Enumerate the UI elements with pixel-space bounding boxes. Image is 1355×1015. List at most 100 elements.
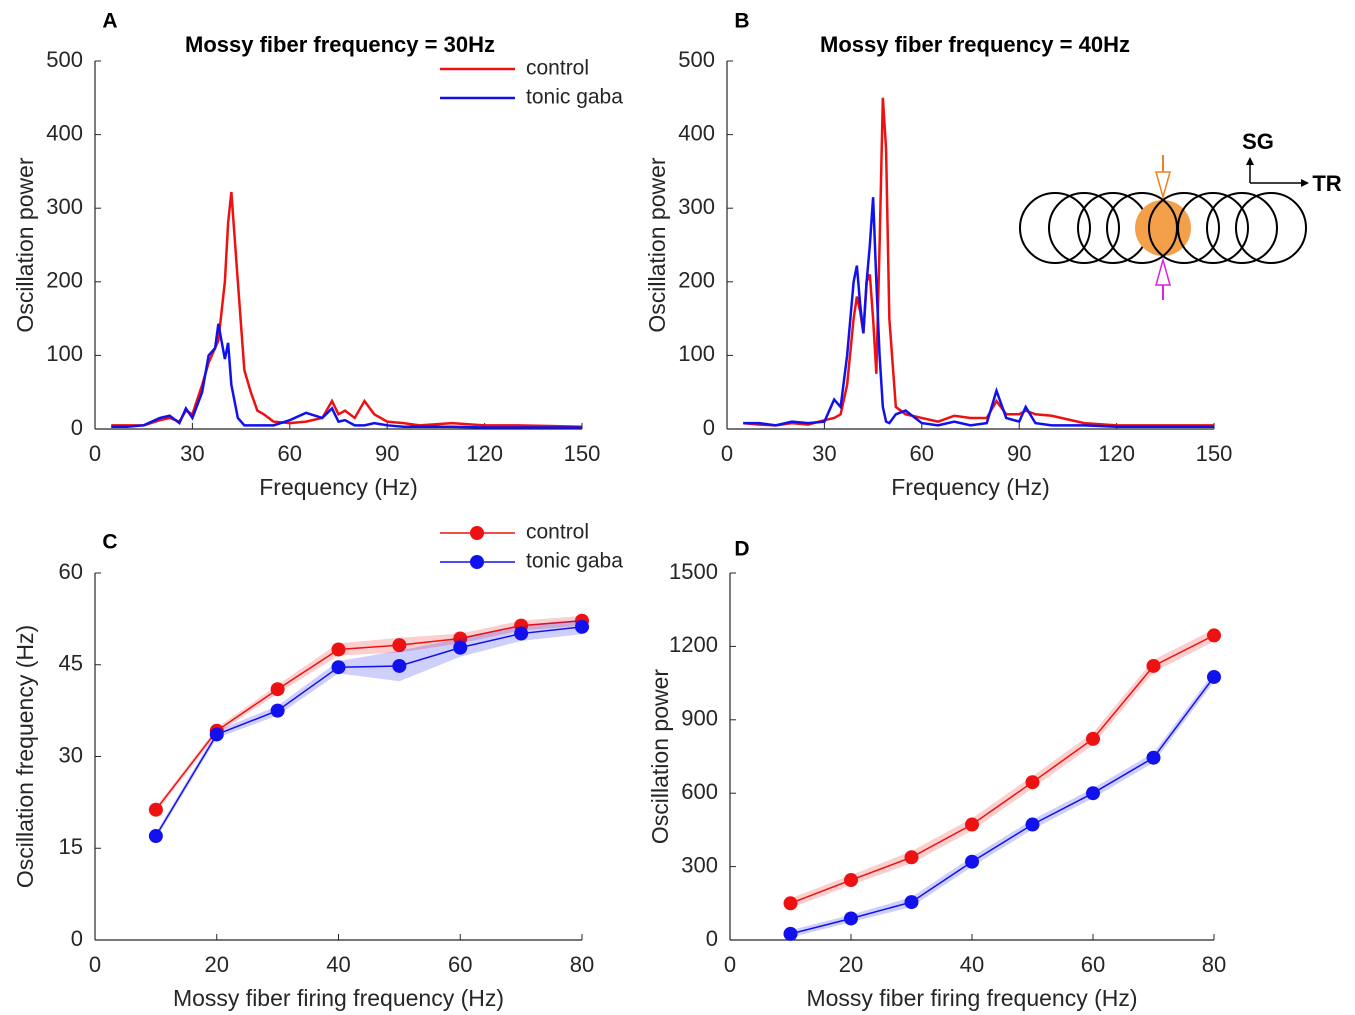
error-band [399,633,461,653]
data-point [575,619,589,634]
data-point [270,682,285,697]
x-tick-label: 120 [466,441,503,466]
y-tick-label: 400 [678,120,715,145]
y-axis-label: Oscillation frequency (Hz) [12,625,38,888]
y-tick-label: 60 [59,559,83,584]
y-tick-label: 100 [46,341,83,366]
data-point [1086,731,1100,746]
x-tick-label: 60 [278,441,302,466]
x-tick-label: 150 [564,441,601,466]
x-tick-label: 0 [721,441,733,466]
x-tick-label: 40 [326,952,350,977]
legend-label: control [526,521,589,544]
y-tick-label: 45 [59,651,83,676]
chart-title: Mossy fiber frequency = 30Hz [185,32,495,57]
y-tick-label: 500 [678,47,715,72]
y-tick-label: 500 [46,47,83,72]
data-point [331,660,346,675]
x-tick-label: 90 [375,441,399,466]
axis-annotation: SG [1242,129,1274,154]
y-axis-label: Oscillation power [644,157,670,332]
data-point [783,896,798,911]
x-tick-label: 40 [960,952,984,977]
data-point [148,829,163,844]
panel-label: D [734,538,749,561]
y-axis-label: Oscillation power [647,669,673,844]
series-line [743,97,1214,427]
data-point [331,642,346,657]
x-axis-label: Mossy fiber firing frequency (Hz) [173,985,504,1011]
y-tick-label: 400 [46,120,83,145]
series-line [790,676,1215,935]
data-point [1146,750,1161,765]
series-line [111,323,582,429]
x-tick-label: 20 [839,952,863,977]
y-tick-label: 300 [681,852,718,877]
y-tick-label: 300 [46,194,83,219]
x-tick-label: 30 [180,441,204,466]
y-tick-label: 900 [681,706,718,731]
series-line [790,634,1215,905]
data-point [904,850,919,865]
error-band [277,643,339,694]
data-point [844,873,858,888]
data-point [1207,669,1221,684]
data-point [453,640,468,655]
y-tick-label: 0 [703,415,715,440]
x-tick-label: 60 [910,441,934,466]
y-axis-label: Oscillation power [12,157,38,332]
x-tick-label: 0 [89,441,101,466]
x-tick-label: 150 [1196,441,1233,466]
panel-label: B [734,10,749,33]
data-point [209,727,224,742]
x-tick-label: 80 [1202,952,1226,977]
data-point [148,802,163,817]
y-tick-label: 1200 [669,632,718,657]
y-tick-label: 200 [46,268,83,293]
x-tick-label: 90 [1007,441,1031,466]
data-point [965,854,979,869]
y-tick-label: 1500 [669,559,718,584]
series-line [155,619,583,811]
x-tick-label: 80 [570,952,594,977]
data-point [1146,658,1161,673]
data-point [1025,775,1040,790]
y-tick-label: 0 [706,926,718,951]
data-point [844,911,858,926]
data-point [783,926,798,941]
x-axis-label: Frequency (Hz) [891,474,1049,500]
x-axis-label: Mossy fiber firing frequency (Hz) [806,985,1137,1011]
x-tick-label: 0 [724,952,736,977]
data-point [514,626,529,641]
x-tick-label: 60 [448,952,472,977]
error-band [460,626,522,657]
legend-label: tonic gaba [526,86,623,109]
y-tick-label: 15 [59,834,83,859]
y-tick-label: 600 [681,779,718,804]
panel-label: C [102,531,117,554]
x-tick-label: 60 [1081,952,1105,977]
legend-marker [470,526,484,540]
legend-label: tonic gaba [526,550,623,573]
inset-diagram [1019,155,1309,300]
data-point [392,658,407,673]
series-line [155,626,583,837]
error-band [399,638,461,682]
y-tick-label: 300 [678,194,715,219]
y-tick-label: 100 [678,341,715,366]
x-axis-label: Frequency (Hz) [259,474,417,500]
series-line [111,191,583,429]
data-point [1207,628,1221,643]
axis-annotation: TR [1312,171,1341,196]
data-point [1086,786,1100,801]
data-point [1025,817,1040,832]
x-tick-label: 0 [89,952,101,977]
chart-title: Mossy fiber frequency = 40Hz [820,32,1130,57]
data-point [965,817,979,832]
y-tick-label: 0 [71,926,83,951]
data-point [904,895,919,910]
data-point [270,703,285,718]
x-tick-label: 20 [205,952,229,977]
y-tick-label: 200 [678,268,715,293]
